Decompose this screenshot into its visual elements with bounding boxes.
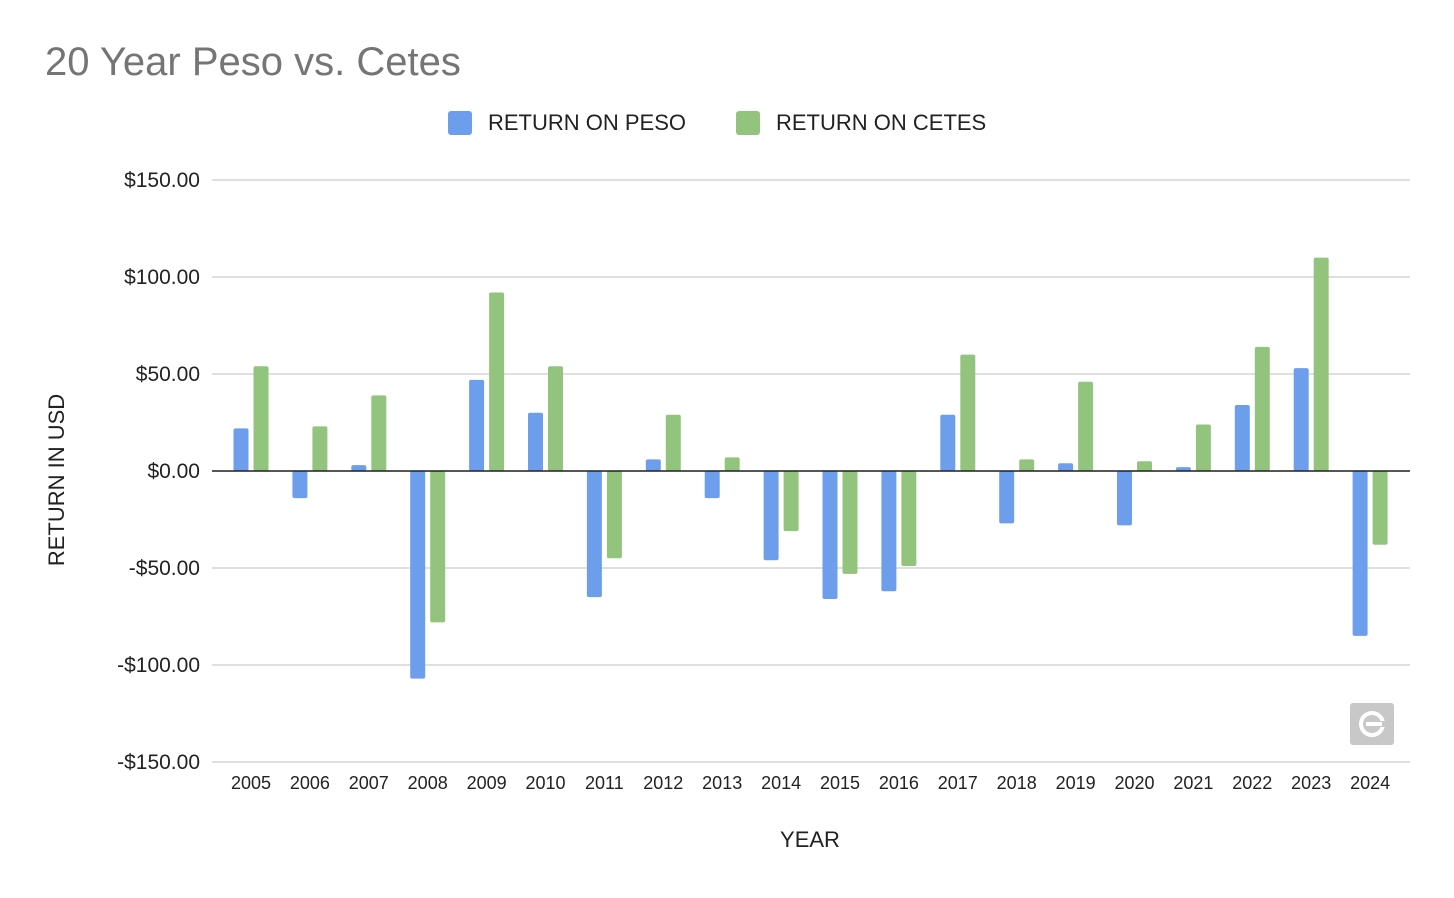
bar-cetes-2017	[960, 354, 976, 471]
legend-item-cetes: RETURN ON CETES	[736, 110, 986, 136]
legend-label-peso: RETURN ON PESO	[488, 110, 687, 135]
bar-cetes-2007	[371, 395, 387, 471]
bar-peso-2018	[999, 471, 1015, 524]
bar-peso-2008	[410, 471, 426, 679]
bar-cetes-2005	[253, 366, 269, 471]
bar-cetes-2008	[430, 471, 446, 623]
bar-peso-2010	[528, 412, 543, 471]
x-tick-label: 2013	[702, 773, 742, 793]
x-tick-label: 2008	[408, 773, 448, 793]
x-tick-label: 2014	[761, 773, 801, 793]
y-tick-label: $150.00	[124, 169, 200, 192]
bar-peso-2020	[1117, 471, 1132, 526]
legend-label-cetes: RETURN ON CETES	[776, 110, 987, 135]
bars	[233, 257, 1388, 679]
bar-cetes-2021	[1195, 424, 1211, 471]
bar-cetes-2015	[842, 471, 858, 574]
legend-item-peso: RETURN ON PESO	[448, 110, 686, 136]
bar-cetes-2011	[606, 471, 622, 559]
bar-cetes-2014	[783, 471, 799, 532]
y-axis-ticks: $150.00 $100.00 $50.00 $0.00 -$50.00 -$100.00…	[117, 169, 200, 774]
y-tick-label: -$50.00	[129, 557, 200, 580]
bar-cetes-2009	[489, 292, 505, 471]
x-tick-label: 2006	[290, 773, 330, 793]
x-tick-label: 2011	[585, 773, 624, 793]
bar-peso-2024	[1352, 471, 1368, 636]
bar-peso-2009	[469, 379, 485, 471]
x-tick-label: 2007	[349, 773, 389, 793]
y-tick-label: $100.00	[124, 266, 200, 289]
bar-cetes-2024	[1372, 471, 1388, 545]
bar-cetes-2016	[901, 471, 917, 567]
bar-peso-2006	[292, 471, 308, 499]
x-tick-label: 2016	[879, 773, 919, 793]
legend-swatch-peso	[448, 111, 472, 135]
y-tick-label: $0.00	[147, 460, 200, 483]
x-tick-label: 2009	[467, 773, 507, 793]
bar-peso-2016	[881, 471, 897, 592]
x-axis-ticks: 2005 2006 2007 2008 2009 2010 2011 2012 2013 2014…	[231, 773, 1390, 793]
x-tick-label: 2021	[1173, 773, 1213, 793]
chart-title: 20 Year Peso vs. Cetes	[45, 40, 461, 84]
bar-cetes-2019	[1078, 381, 1094, 471]
x-tick-label: 2005	[231, 773, 271, 793]
x-axis-title: YEAR	[780, 827, 840, 852]
bar-cetes-2013	[724, 457, 740, 471]
bar-peso-2005	[233, 428, 249, 471]
y-tick-label: -$150.00	[117, 751, 200, 774]
x-tick-label: 2024	[1350, 773, 1390, 793]
y-tick-label: $50.00	[136, 363, 200, 386]
bar-peso-2007	[351, 465, 367, 471]
bar-cetes-2022	[1254, 346, 1270, 471]
bar-peso-2022	[1234, 405, 1250, 471]
bar-peso-2011	[586, 471, 602, 598]
x-tick-label: 2010	[525, 773, 565, 793]
x-tick-label: 2020	[1114, 773, 1154, 793]
x-tick-label: 2022	[1232, 773, 1272, 793]
bar-peso-2017	[940, 414, 956, 471]
bar-cetes-2018	[1019, 459, 1035, 471]
y-tick-label: -$100.00	[117, 654, 200, 677]
bar-peso-2015	[822, 471, 838, 600]
y-axis-title: RETURN IN USD	[44, 394, 69, 566]
x-tick-label: 2023	[1291, 773, 1331, 793]
bar-cetes-2023	[1313, 257, 1329, 471]
x-tick-label: 2019	[1056, 773, 1096, 793]
bar-cetes-2012	[665, 414, 681, 471]
bar-cetes-2020	[1137, 461, 1152, 471]
x-tick-label: 2018	[997, 773, 1037, 793]
bar-peso-2014	[763, 471, 779, 561]
bar-peso-2021	[1175, 467, 1191, 471]
legend: RETURN ON PESO RETURN ON CETES	[0, 110, 1454, 142]
x-tick-label: 2012	[643, 773, 683, 793]
bar-cetes-2006	[312, 426, 328, 471]
bar-peso-2023	[1293, 368, 1309, 471]
bar-peso-2012	[645, 459, 661, 471]
spreadsheet-logo-icon	[1350, 703, 1394, 745]
x-tick-label: 2015	[820, 773, 860, 793]
bar-peso-2013	[704, 471, 720, 499]
x-tick-label: 2017	[938, 773, 978, 793]
bar-peso-2019	[1058, 463, 1074, 471]
bar-cetes-2010	[548, 366, 563, 471]
legend-swatch-cetes	[736, 111, 760, 135]
